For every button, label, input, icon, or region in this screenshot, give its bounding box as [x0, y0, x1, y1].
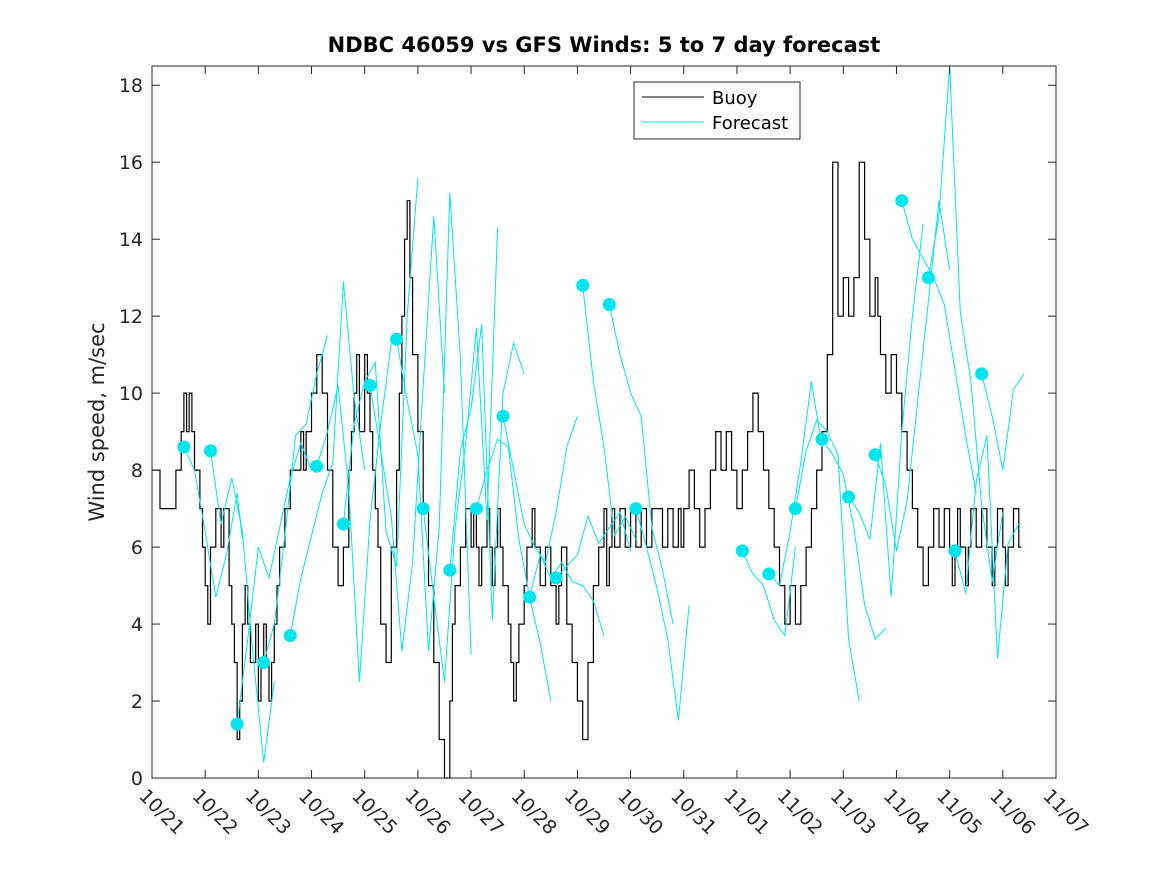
- forecast-start-marker-22: [815, 432, 829, 446]
- y-tick-label: 14: [119, 229, 143, 251]
- forecast-start-marker-14: [523, 590, 537, 604]
- forecast-line-1: [183, 446, 243, 598]
- forecast-line-17: [608, 304, 674, 625]
- forecast-line-16: [582, 285, 637, 540]
- forecast-line-19: [741, 547, 796, 637]
- forecast-line-8: [369, 216, 445, 652]
- forecast-start-marker-18: [629, 502, 643, 516]
- forecast-line-26: [927, 65, 1004, 582]
- forecast-start-marker-17: [602, 298, 616, 312]
- chart-title: NDBC 46059 vs GFS Winds: 5 to 7 day fore…: [328, 33, 881, 57]
- forecast-line-20: [768, 381, 823, 587]
- forecast-line-5: [289, 281, 366, 636]
- legend: Buoy Forecast: [633, 81, 801, 140]
- y-tick-label: 0: [131, 768, 143, 790]
- y-tick-label: 16: [119, 152, 143, 174]
- forecast-line-7: [342, 177, 419, 567]
- forecast-line-22: [821, 439, 887, 641]
- forecast-start-marker-6: [310, 459, 324, 473]
- y-axis-label: Wind speed, m/sec: [85, 322, 109, 521]
- forecast-line-12: [475, 438, 552, 702]
- legend-box: [633, 81, 801, 140]
- forecast-line-11: [449, 323, 525, 621]
- forecast-start-marker-19: [735, 544, 749, 558]
- y-tick-label: 4: [131, 614, 143, 636]
- forecast-start-marker-7: [336, 517, 350, 531]
- forecast-start-marker-25: [895, 194, 909, 208]
- forecast-line-21: [794, 419, 860, 702]
- forecast-start-marker-23: [842, 490, 856, 504]
- forecast-start-marker-3: [230, 717, 244, 731]
- forecast-line-4: [263, 335, 328, 663]
- forecast-line-2: [210, 450, 275, 763]
- forecast-start-marker-10: [416, 502, 430, 516]
- legend-buoy-label: Buoy: [712, 88, 758, 109]
- forecast-start-marker-20: [762, 567, 776, 581]
- y-tick-label: 18: [119, 75, 143, 97]
- legend-forecast-label: Forecast: [712, 113, 788, 134]
- forecast-start-marker-12: [469, 502, 483, 516]
- y-tick-label: 6: [131, 537, 143, 559]
- forecast-start-marker-2: [204, 444, 217, 458]
- forecast-start-marker-9: [390, 332, 404, 346]
- forecast-start-marker-28: [975, 367, 989, 381]
- forecast-line-9: [396, 192, 472, 655]
- forecast-start-marker-27: [948, 544, 962, 558]
- forecast-line-10: [422, 227, 499, 682]
- y-tick-label: 2: [131, 691, 143, 713]
- forecast-line-18: [635, 508, 690, 721]
- forecast-line-27: [954, 435, 1020, 659]
- forecast-line-28: [981, 373, 1025, 471]
- y-tick-label: 8: [131, 460, 143, 482]
- y-tick-label: 10: [119, 383, 143, 405]
- forecast-start-marker-5: [283, 629, 297, 643]
- forecast-line-23: [848, 223, 924, 598]
- forecast-start-marker-11: [443, 563, 457, 577]
- forecast-start-marker-13: [496, 409, 510, 423]
- forecast-start-marker-8: [363, 378, 377, 392]
- series-layer: [152, 65, 1025, 779]
- forecast-start-marker-4: [257, 656, 271, 669]
- forecast-start-marker-16: [576, 278, 590, 292]
- forecast-line-25: [901, 200, 977, 494]
- forecast-line-3: [236, 441, 312, 725]
- forecast-start-marker-1: [177, 440, 191, 454]
- forecast-start-marker-21: [788, 502, 802, 516]
- forecast-start-marker-24: [868, 448, 882, 462]
- forecast-line-15: [555, 511, 632, 579]
- forecast-start-marker-15: [549, 571, 563, 585]
- forecast-line-24: [874, 200, 951, 552]
- y-tick-label: 12: [119, 306, 143, 328]
- plot-area: [152, 66, 1056, 778]
- forecast-line-14: [529, 553, 605, 636]
- plot-frame: [151, 65, 1057, 779]
- forecast-start-marker-26: [921, 271, 935, 285]
